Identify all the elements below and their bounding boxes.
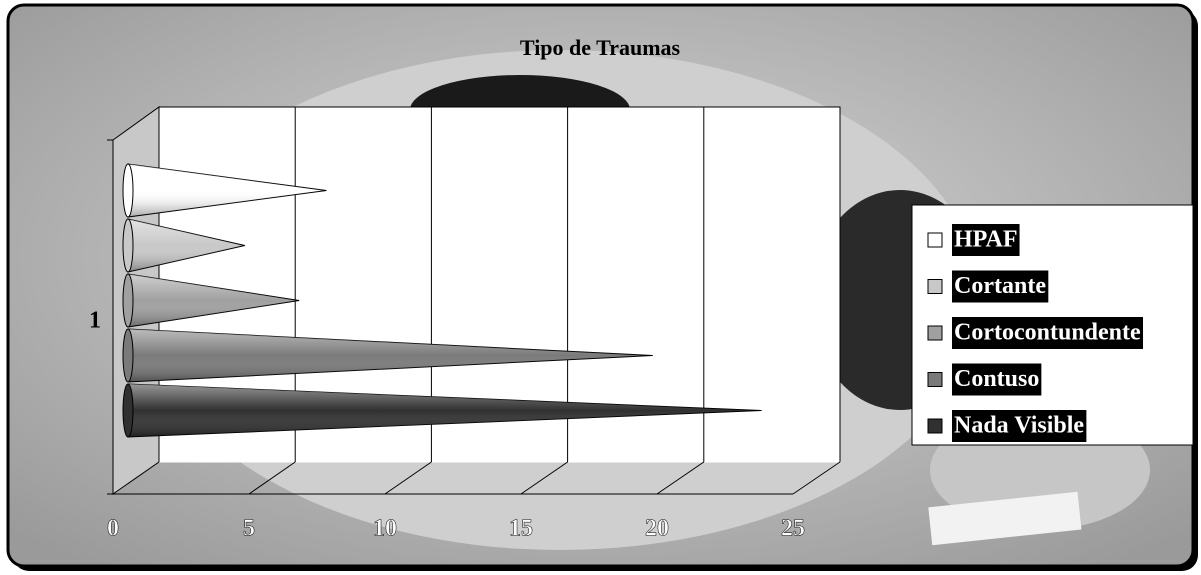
legend-swatch [927,325,943,341]
cone-shade [128,164,327,217]
x-tick-label: 15 [509,516,533,542]
legend-label-bg [952,410,1087,442]
cone-base [122,273,134,328]
legend-label: Contuso [954,366,1039,392]
cone-base [122,383,134,438]
x-tick-label: 25 [781,516,805,542]
legend-label-bg [952,270,1049,303]
legend-swatch [927,418,943,434]
floor-grid-line [656,461,705,495]
floor-grid-line [248,461,296,495]
cone-shade [128,274,300,327]
cone-shade [128,384,762,437]
x-tick-label: 20 [645,516,669,542]
legend-swatch [927,232,943,248]
legend-label-bg [952,317,1144,349]
floor-grid-line [520,461,568,495]
legend-label: HPAF [954,227,1018,253]
x-tick-label: 0 [107,516,119,542]
cone-base [122,163,134,218]
chart-title: Tipo de Traumas [520,35,681,60]
legend-label-bg [952,224,1020,256]
cone-base [122,328,134,383]
legend-label: Cortante [954,273,1046,299]
cone-base [122,218,134,273]
cone-shade [128,219,245,272]
legend-label: Nada Visible [954,413,1084,439]
floor-grid-line [792,461,841,495]
legend-swatch [927,372,943,387]
legend-label-bg [952,363,1042,396]
legend-label: Cortocontundente [954,320,1141,346]
x-tick-label: 5 [243,516,255,542]
floor-grid-line [112,461,160,495]
floor-grid-line [384,461,432,495]
cone-shade [128,329,653,382]
category-label: 1 [89,308,101,334]
x-tick-label: 10 [373,516,397,542]
legend-swatch [927,279,943,294]
